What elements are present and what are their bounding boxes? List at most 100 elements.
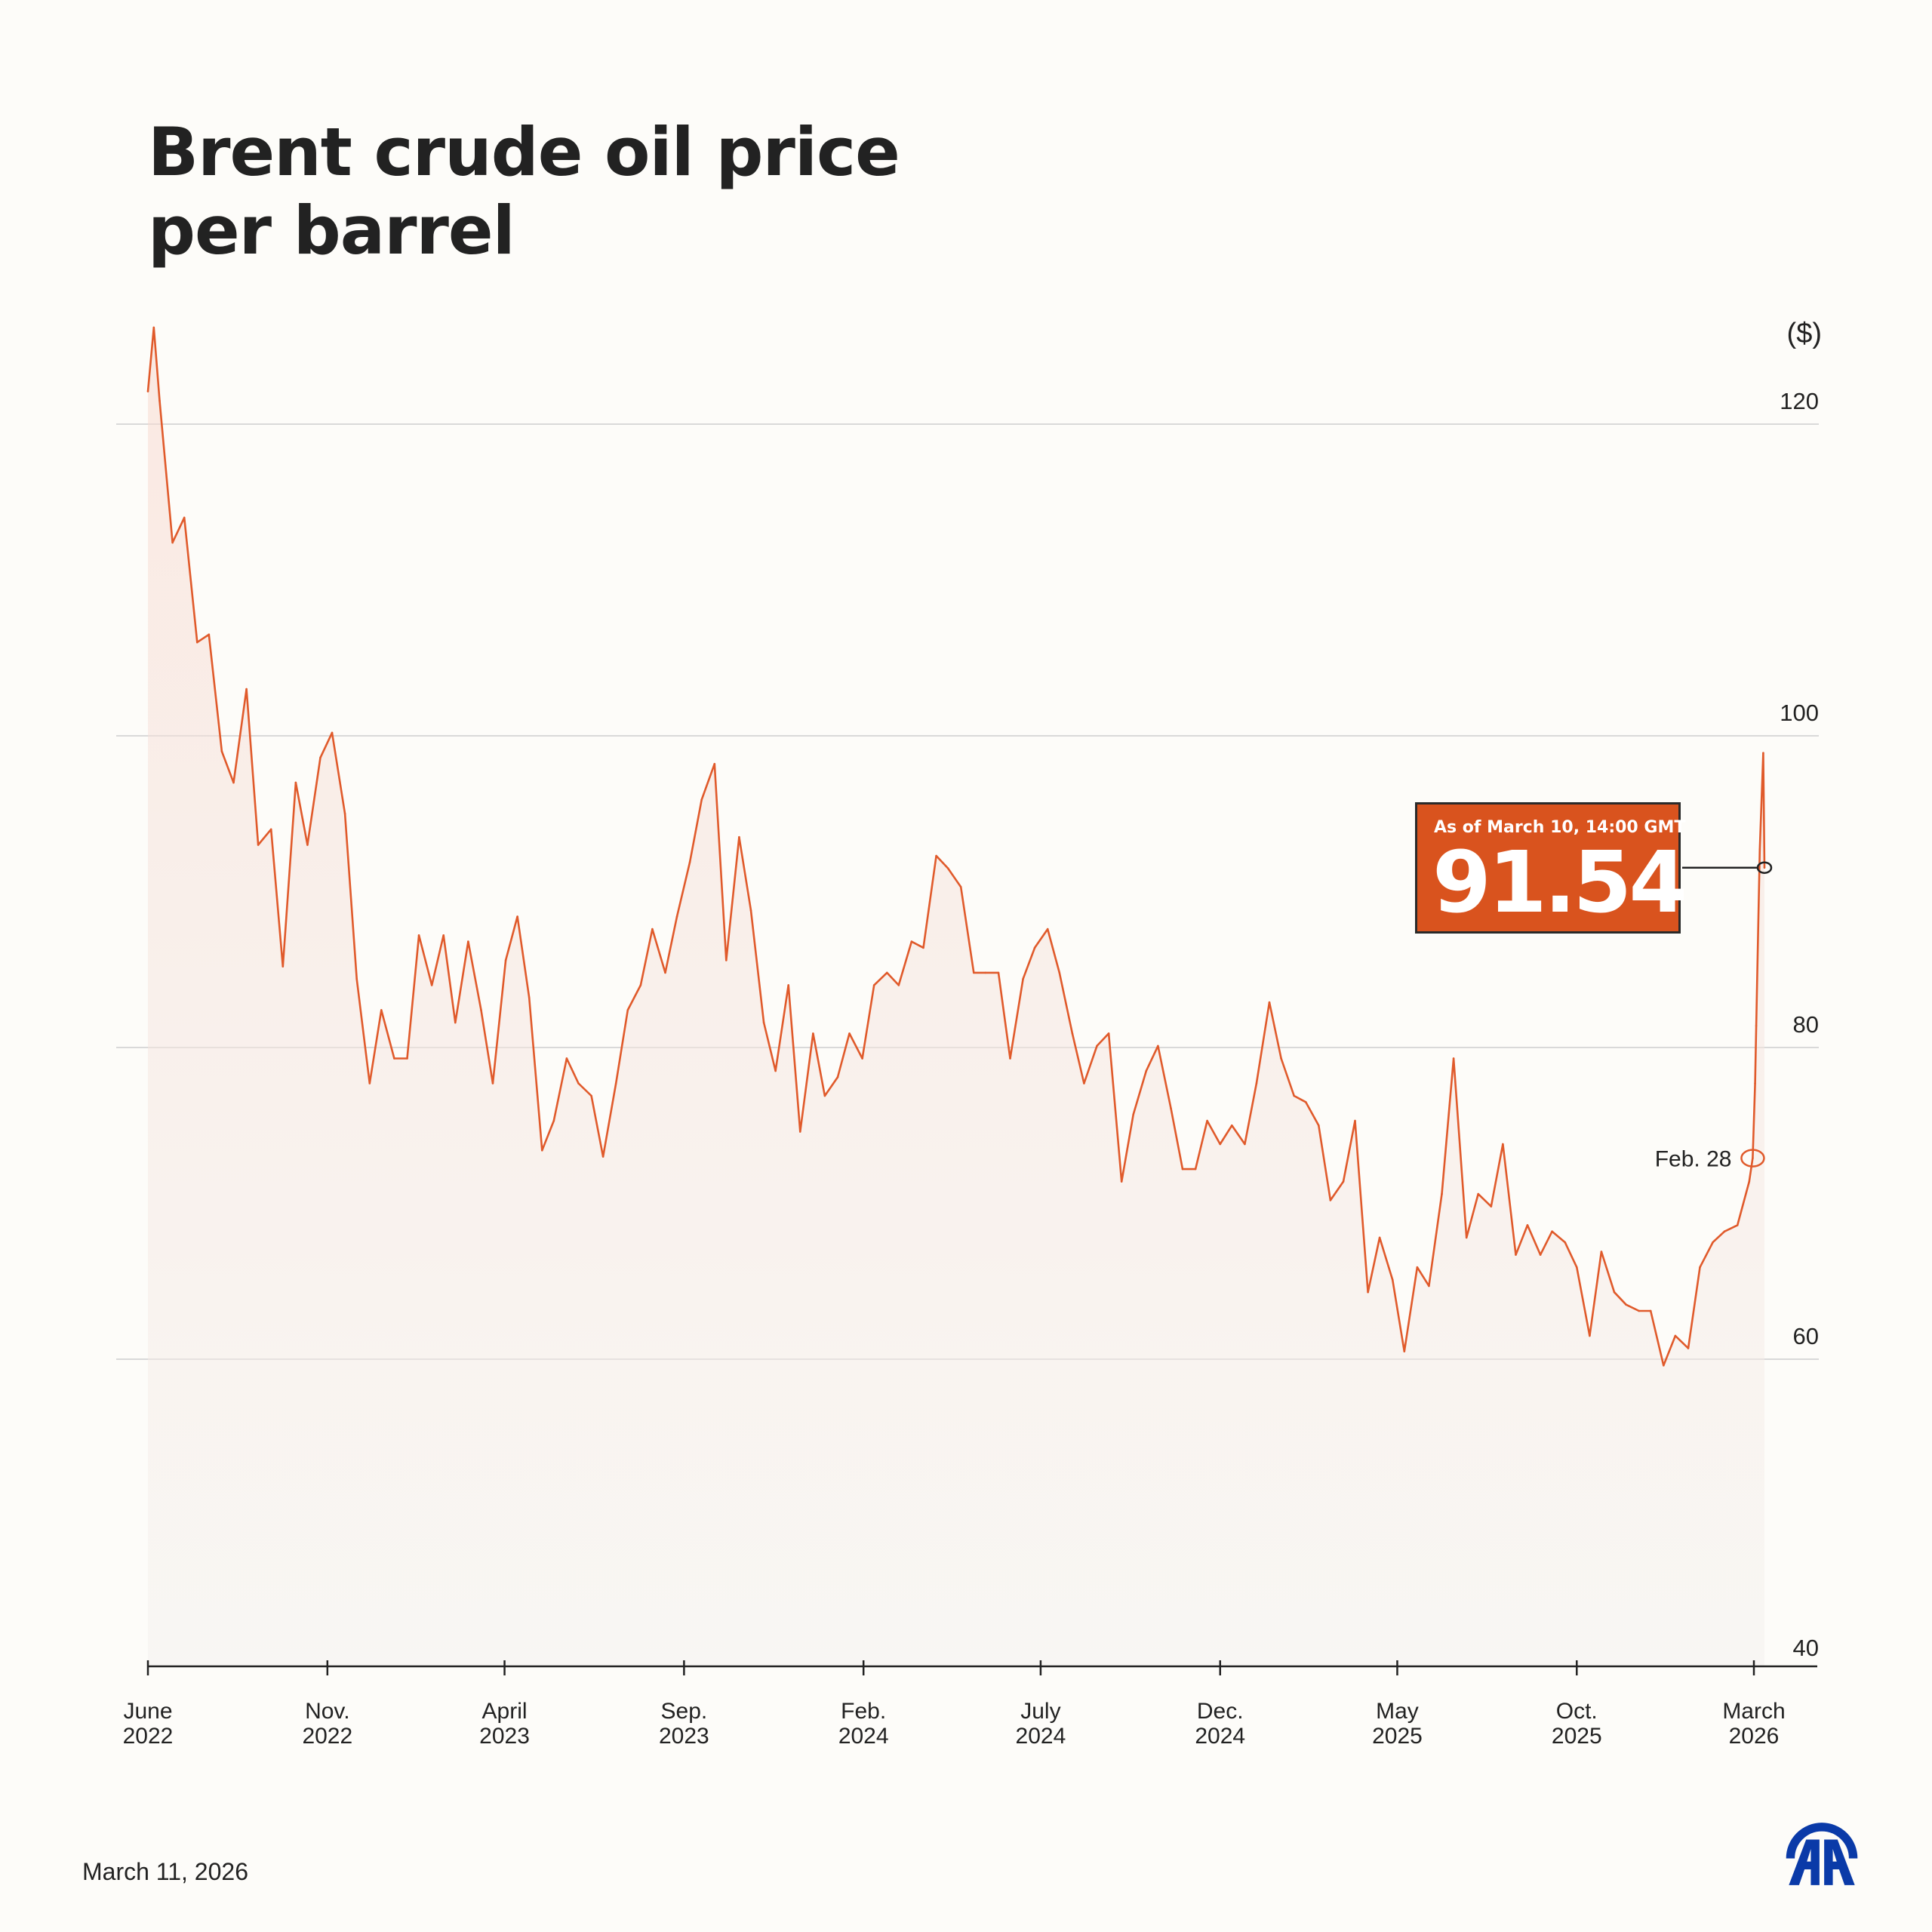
- y-tick-label: 40: [1793, 1635, 1819, 1661]
- data-point: [664, 971, 666, 974]
- callout-timestamp: As of March 10, 14:00 GMT: [1434, 817, 1686, 837]
- data-point: [713, 762, 716, 765]
- data-point: [1120, 1180, 1123, 1183]
- data-point: [331, 731, 334, 734]
- data-point: [1754, 1082, 1756, 1084]
- data-point: [1367, 1291, 1369, 1294]
- data-point: [1748, 1180, 1751, 1183]
- data-point: [1244, 1143, 1246, 1146]
- x-tick-label-month: April: [482, 1699, 528, 1724]
- callout-price: 91.54: [1432, 833, 1687, 932]
- data-point: [973, 971, 975, 974]
- data-point: [380, 1009, 383, 1011]
- data-point: [861, 1057, 863, 1060]
- data-point: [257, 844, 260, 846]
- data-point: [1145, 1069, 1148, 1072]
- data-point: [393, 1057, 395, 1060]
- data-point: [774, 1069, 777, 1072]
- data-point: [688, 860, 691, 863]
- x-tick-label-year: 2026: [1729, 1724, 1780, 1749]
- data-point: [601, 1155, 605, 1158]
- data-point: [1758, 848, 1761, 851]
- data-points: [146, 326, 1766, 1367]
- data-point: [1293, 1094, 1295, 1097]
- data-point: [1416, 1266, 1419, 1269]
- data-point: [1736, 1224, 1739, 1226]
- data-point: [1763, 866, 1766, 869]
- data-point: [540, 1149, 543, 1152]
- x-tick-label-year: 2023: [659, 1724, 709, 1749]
- data-point: [1033, 946, 1036, 949]
- data-point: [1755, 1024, 1758, 1027]
- data-point: [1058, 971, 1061, 974]
- data-point: [1649, 1309, 1652, 1312]
- data-point: [1206, 1119, 1208, 1122]
- price-line: [146, 326, 1766, 1367]
- data-point: [897, 984, 900, 986]
- data-point: [798, 1131, 801, 1133]
- data-point: [1625, 1303, 1627, 1306]
- data-point: [910, 940, 913, 943]
- data-point: [935, 854, 937, 857]
- data-point: [1046, 928, 1049, 931]
- data-point: [158, 399, 161, 402]
- y-tick-label: 100: [1780, 700, 1819, 726]
- chart-title-line-2: per barrel: [148, 192, 515, 269]
- data-point: [245, 688, 248, 691]
- data-point: [590, 1094, 592, 1097]
- data-point: [1712, 1241, 1714, 1244]
- y-tick-label: 80: [1793, 1011, 1819, 1038]
- data-point: [467, 940, 469, 943]
- data-point: [872, 984, 875, 986]
- data-point: [1515, 1254, 1517, 1256]
- data-point: [355, 977, 358, 980]
- data-point: [195, 641, 198, 644]
- x-tick-label-month: March: [1722, 1699, 1785, 1724]
- data-point: [171, 541, 174, 544]
- data-point: [1551, 1230, 1553, 1232]
- x-tick-label-year: 2022: [302, 1724, 352, 1749]
- data-point: [528, 996, 531, 999]
- data-point: [1268, 1001, 1271, 1004]
- data-point: [552, 1119, 555, 1122]
- data-point: [1329, 1199, 1332, 1201]
- data-point: [442, 934, 445, 937]
- x-tick-label-month: July: [1020, 1699, 1060, 1724]
- data-point: [725, 959, 728, 961]
- data-point: [1391, 1278, 1394, 1281]
- x-tick-label-year: 2024: [1016, 1724, 1066, 1749]
- data-point: [1219, 1143, 1222, 1146]
- latest-price-marker: [1756, 861, 1773, 874]
- data-point: [1465, 1236, 1468, 1239]
- x-tick-label-year: 2022: [123, 1724, 174, 1749]
- data-point: [232, 781, 235, 784]
- data-point: [1280, 1057, 1282, 1060]
- data-point: [1318, 1124, 1320, 1127]
- data-point: [1009, 1057, 1011, 1060]
- data-point: [1170, 1107, 1172, 1109]
- price-area: [148, 328, 1764, 1666]
- data-point: [152, 326, 155, 329]
- latest-price-callout: As of March 10, 14:00 GMT 91.54: [1415, 801, 1687, 934]
- x-tick-label-month: Nov.: [305, 1699, 349, 1724]
- data-point: [294, 781, 297, 784]
- data-point: [1600, 1251, 1603, 1253]
- data-point: [1096, 1044, 1098, 1048]
- data-point: [1083, 1082, 1085, 1084]
- data-point: [504, 959, 507, 961]
- data-point: [997, 971, 1000, 974]
- data-point: [491, 1082, 494, 1084]
- x-tick-label-month: Dec.: [1197, 1699, 1244, 1724]
- data-point: [651, 928, 654, 931]
- data-point: [959, 886, 962, 888]
- data-point: [1022, 977, 1024, 980]
- aa-logo: [1786, 1823, 1858, 1885]
- x-tick-label-month: June: [123, 1699, 172, 1724]
- data-point: [183, 516, 186, 519]
- x-tick-label-month: Sep.: [661, 1699, 708, 1724]
- data-point: [1181, 1168, 1184, 1171]
- data-point: [1452, 1057, 1455, 1060]
- data-point: [836, 1075, 839, 1078]
- data-point: [1490, 1205, 1493, 1208]
- y-axis-unit-label: ($): [1787, 318, 1822, 349]
